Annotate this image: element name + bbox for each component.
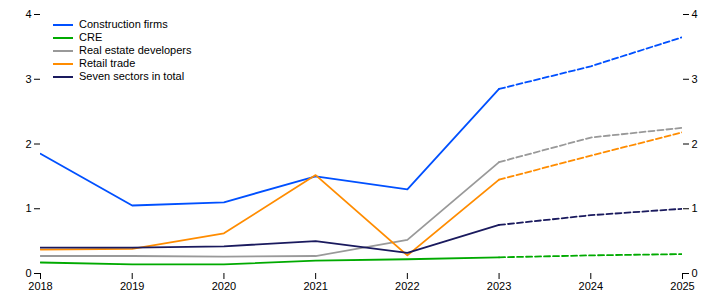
svg-text:4: 4: [692, 8, 698, 20]
svg-text:2025: 2025: [670, 280, 694, 292]
svg-text:4: 4: [25, 8, 31, 20]
svg-text:2023: 2023: [487, 280, 511, 292]
svg-text:3: 3: [25, 73, 31, 85]
html-text:CRE: CRE: [79, 31, 103, 43]
svg-text:2: 2: [692, 138, 698, 150]
svg-text:1: 1: [25, 202, 31, 214]
html-text:Seven sectors in total: Seven sectors in total: [79, 70, 185, 82]
svg-text:0: 0: [25, 267, 31, 279]
svg-text:3: 3: [692, 73, 698, 85]
svg-text:2020: 2020: [212, 280, 236, 292]
svg-text:2021: 2021: [303, 280, 327, 292]
svg-text:0: 0: [692, 267, 698, 279]
svg-text:1: 1: [692, 202, 698, 214]
html-text:Real estate developers: Real estate developers: [79, 44, 192, 56]
svg-text:2: 2: [25, 138, 31, 150]
svg-text:2024: 2024: [579, 280, 603, 292]
html-text:Construction firms: Construction firms: [79, 18, 168, 30]
svg-text:2022: 2022: [395, 280, 419, 292]
html-text:Retail trade: Retail trade: [79, 57, 136, 69]
svg-text:2018: 2018: [28, 280, 52, 292]
svg-text:2019: 2019: [120, 280, 144, 292]
